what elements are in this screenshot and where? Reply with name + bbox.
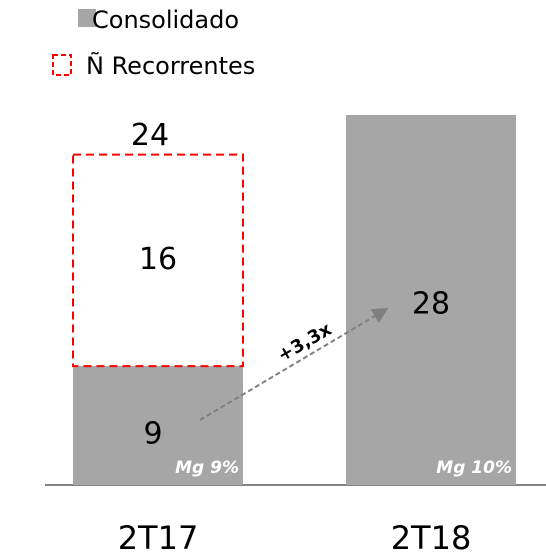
bar	[346, 115, 516, 485]
value-label: 16	[139, 242, 177, 277]
annotation: +3,3x	[274, 319, 336, 367]
legend-swatch	[78, 9, 96, 27]
legend-label: Ñ Recorrentes	[86, 50, 255, 80]
value-label: 9	[143, 417, 162, 452]
margin-label: Mg 9%	[175, 458, 239, 478]
margin-label: Mg 10%	[436, 458, 512, 478]
legend-swatch	[52, 54, 72, 76]
bar	[72, 153, 244, 368]
total-label: 24	[131, 118, 169, 153]
bar	[73, 366, 243, 485]
value-label: 28	[412, 287, 450, 322]
legend-label: Consolidado	[92, 6, 239, 34]
x-tick-label: 2T17	[118, 519, 199, 555]
x-tick-label: 2T18	[391, 519, 472, 555]
growth-arrow	[199, 307, 389, 421]
